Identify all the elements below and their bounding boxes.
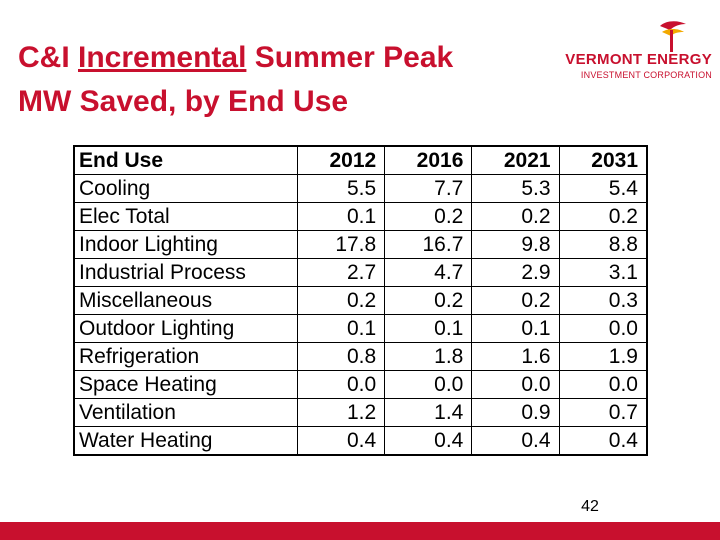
end-use-table: End Use 2012 2016 2021 2031 Cooling 5.5 7.… bbox=[73, 145, 648, 456]
slide-title: C&I Incremental Summer Peak MW Saved, by … bbox=[18, 36, 558, 124]
value-cell: 2.7 bbox=[296, 258, 386, 287]
end-use-cell: Industrial Process bbox=[73, 258, 298, 287]
title-underlined-word: Incremental bbox=[78, 41, 247, 74]
value-cell: 0.8 bbox=[296, 342, 386, 371]
table-row: Space Heating 0.0 0.0 0.0 0.0 bbox=[73, 370, 648, 399]
value-cell: 1.9 bbox=[558, 342, 648, 371]
table-row: Industrial Process 2.7 4.7 2.9 3.1 bbox=[73, 258, 648, 287]
value-cell: 0.1 bbox=[384, 314, 473, 343]
value-cell: 4.7 bbox=[384, 258, 473, 287]
column-header: End Use bbox=[73, 145, 298, 175]
table-row: Indoor Lighting 17.8 16.7 9.8 8.8 bbox=[73, 230, 648, 259]
end-use-cell: Space Heating bbox=[73, 370, 298, 399]
table-row: Ventilation 1.2 1.4 0.9 0.7 bbox=[73, 398, 648, 427]
end-use-cell: Cooling bbox=[73, 174, 298, 203]
column-header: 2016 bbox=[384, 145, 473, 175]
value-cell: 0.2 bbox=[296, 286, 386, 315]
value-cell: 0.0 bbox=[296, 370, 386, 399]
end-use-cell: Water Heating bbox=[73, 426, 298, 456]
end-use-cell: Outdoor Lighting bbox=[73, 314, 298, 343]
end-use-cell: Ventilation bbox=[73, 398, 298, 427]
value-cell: 0.0 bbox=[558, 370, 648, 399]
value-cell: 0.4 bbox=[471, 426, 560, 456]
value-cell: 0.9 bbox=[471, 398, 560, 427]
value-cell: 5.5 bbox=[296, 174, 386, 203]
value-cell: 0.1 bbox=[296, 202, 386, 231]
value-cell: 0.0 bbox=[558, 314, 648, 343]
value-cell: 7.7 bbox=[384, 174, 473, 203]
value-cell: 0.7 bbox=[558, 398, 648, 427]
value-cell: 0.0 bbox=[384, 370, 473, 399]
value-cell: 8.8 bbox=[558, 230, 648, 259]
veic-logo: VERMONT ENERGY INVESTMENT CORPORATION bbox=[552, 18, 712, 80]
value-cell: 0.2 bbox=[384, 202, 473, 231]
value-cell: 3.1 bbox=[558, 258, 648, 287]
title-prefix: C&I bbox=[18, 41, 78, 74]
value-cell: 0.2 bbox=[471, 286, 560, 315]
column-header: 2012 bbox=[296, 145, 386, 175]
column-header: 2021 bbox=[471, 145, 560, 175]
footer-bar bbox=[0, 522, 720, 540]
title-line2: MW Saved, by End Use bbox=[18, 85, 349, 118]
table-body: Cooling 5.5 7.7 5.3 5.4 Elec Total 0.1 0.2 0.2 0.… bbox=[73, 174, 648, 456]
table-row: Water Heating 0.4 0.4 0.4 0.4 bbox=[73, 426, 648, 456]
end-use-cell: Elec Total bbox=[73, 202, 298, 231]
value-cell: 0.4 bbox=[384, 426, 473, 456]
value-cell: 1.6 bbox=[471, 342, 560, 371]
table-row: Refrigeration 0.8 1.8 1.6 1.9 bbox=[73, 342, 648, 371]
end-use-cell: Miscellaneous bbox=[73, 286, 298, 315]
value-cell: 0.1 bbox=[471, 314, 560, 343]
value-cell: 1.8 bbox=[384, 342, 473, 371]
value-cell: 0.0 bbox=[471, 370, 560, 399]
table-row: Elec Total 0.1 0.2 0.2 0.2 bbox=[73, 202, 648, 231]
value-cell: 5.4 bbox=[558, 174, 648, 203]
logo-line1: VERMONT ENERGY bbox=[565, 51, 712, 68]
table-row: Outdoor Lighting 0.1 0.1 0.1 0.0 bbox=[73, 314, 648, 343]
logo-line2: INVESTMENT CORPORATION bbox=[580, 70, 712, 80]
end-use-cell: Indoor Lighting bbox=[73, 230, 298, 259]
value-cell: 16.7 bbox=[384, 230, 473, 259]
value-cell: 1.4 bbox=[384, 398, 473, 427]
value-cell: 0.1 bbox=[296, 314, 386, 343]
end-use-cell: Refrigeration bbox=[73, 342, 298, 371]
title-suffix: Summer Peak bbox=[246, 41, 454, 74]
value-cell: 9.8 bbox=[471, 230, 560, 259]
value-cell: 2.9 bbox=[471, 258, 560, 287]
value-cell: 17.8 bbox=[296, 230, 386, 259]
value-cell: 0.3 bbox=[558, 286, 648, 315]
value-cell: 1.2 bbox=[296, 398, 386, 427]
value-cell: 0.4 bbox=[558, 426, 648, 456]
table-row: Cooling 5.5 7.7 5.3 5.4 bbox=[73, 174, 648, 203]
column-header: 2031 bbox=[558, 145, 648, 175]
table-header-row: End Use 2012 2016 2021 2031 bbox=[73, 145, 648, 175]
value-cell: 0.2 bbox=[384, 286, 473, 315]
flame-icon bbox=[660, 21, 686, 52]
page-number: 42 bbox=[581, 498, 599, 515]
table-row: Miscellaneous 0.2 0.2 0.2 0.3 bbox=[73, 286, 648, 315]
value-cell: 0.2 bbox=[471, 202, 560, 231]
value-cell: 0.2 bbox=[558, 202, 648, 231]
value-cell: 0.4 bbox=[296, 426, 386, 456]
value-cell: 5.3 bbox=[471, 174, 560, 203]
